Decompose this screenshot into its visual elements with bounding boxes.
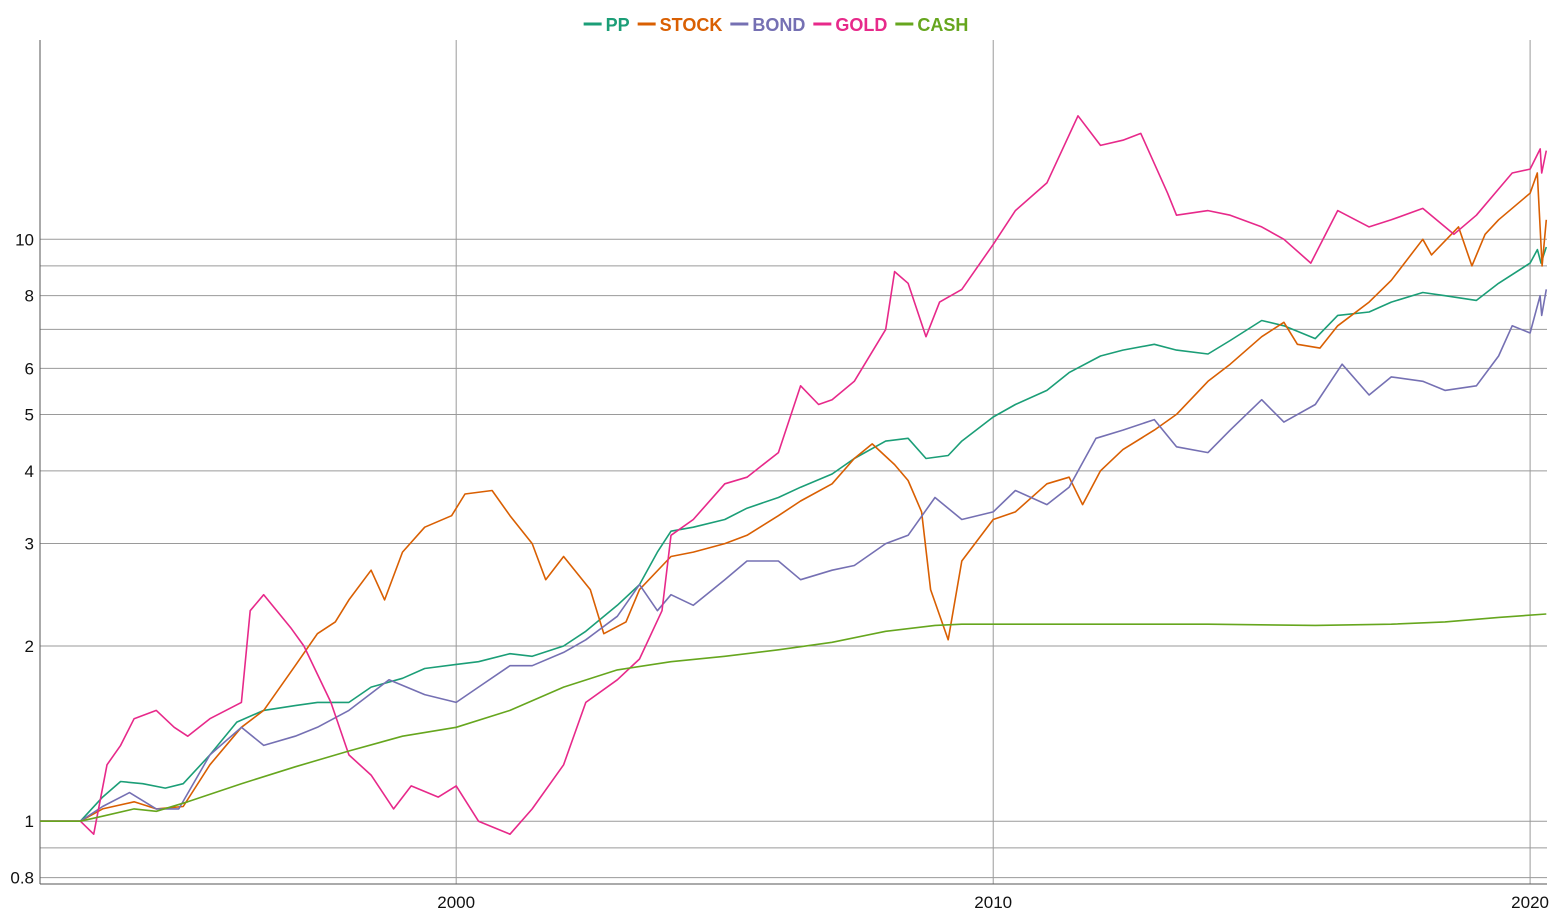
legend-label: GOLD bbox=[835, 15, 887, 35]
legend-label: CASH bbox=[917, 15, 968, 35]
y-tick-label: 10 bbox=[15, 230, 34, 249]
y-tick-label: 5 bbox=[25, 405, 34, 424]
y-tick-label: 1 bbox=[25, 812, 34, 831]
legend-label: STOCK bbox=[660, 15, 723, 35]
legend-item-pp: PP bbox=[583, 15, 630, 35]
y-tick-label: 2 bbox=[25, 637, 34, 656]
series-line-bond bbox=[40, 289, 1548, 822]
series-line-pp bbox=[40, 246, 1548, 822]
legend-item-stock: STOCK bbox=[637, 15, 723, 35]
y-tick-label: 4 bbox=[25, 462, 34, 481]
series-line-stock bbox=[40, 172, 1548, 822]
x-tick-label: 2000 bbox=[437, 893, 475, 912]
chart-legend: PP STOCK BOND GOLD CASH bbox=[583, 15, 968, 35]
y-tick-label: 8 bbox=[25, 287, 34, 306]
legend-label: BOND bbox=[752, 15, 805, 35]
legend-item-gold: GOLD bbox=[813, 15, 887, 35]
chart-axes bbox=[39, 40, 1547, 885]
series-line-cash bbox=[40, 613, 1547, 822]
x-tick-label: 2020 bbox=[1511, 893, 1549, 912]
legend-label: PP bbox=[606, 15, 630, 35]
legend-item-cash: CASH bbox=[895, 15, 968, 35]
legend-item-bond: BOND bbox=[730, 15, 805, 35]
series-line-gold bbox=[40, 115, 1548, 835]
y-tick-label: 6 bbox=[25, 359, 34, 378]
series-layer bbox=[40, 115, 1548, 835]
y-tick-label: 0.8 bbox=[10, 869, 34, 888]
y-tick-label: 3 bbox=[25, 535, 34, 554]
tick-labels: 0.8 1 2 3 4 5 6 8 10 2000 2010 2020 bbox=[10, 230, 1549, 912]
chart-grid bbox=[40, 40, 1547, 884]
x-tick-label: 2010 bbox=[974, 893, 1012, 912]
